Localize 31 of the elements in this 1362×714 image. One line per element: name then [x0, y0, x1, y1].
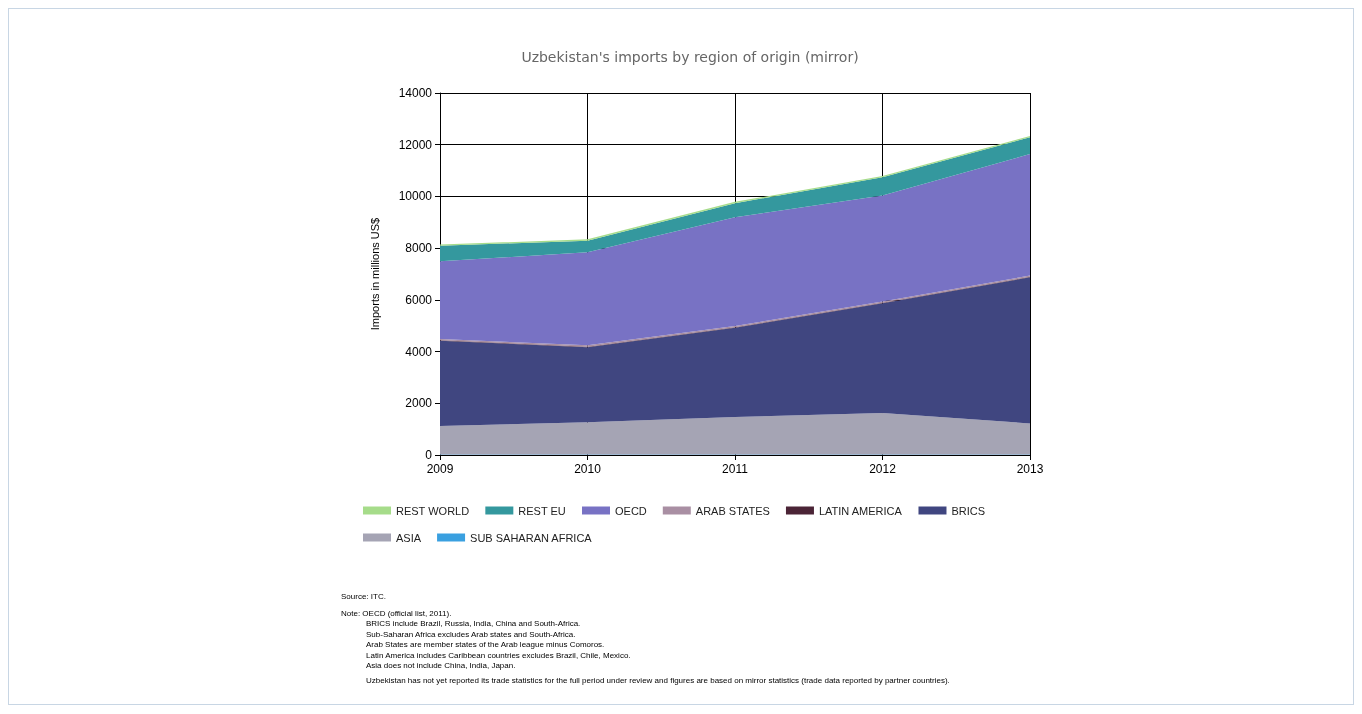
legend-label: ARAB STATES — [695, 504, 770, 517]
legend-label: ASIA — [396, 531, 422, 544]
x-tick-label: 2012 — [869, 462, 897, 476]
text: Arab States are member states of the Arab league minus Comoros. — [365, 640, 606, 651]
y-tick-label: 14000 — [398, 86, 433, 100]
y-axis-title: Imports in millions US$ — [368, 217, 381, 331]
legend-label: REST WORLD — [396, 504, 470, 517]
text: Asia does not include China, India, Japan. — [365, 661, 517, 672]
x-tick-label: 2009 — [426, 462, 454, 476]
x-tick-label: 2011 — [722, 462, 749, 476]
y-tick-label: 12000 — [398, 137, 433, 152]
source-note: Source: ITC. — [341, 592, 387, 603]
text: Uzbekistan has not yet reported its trade statistics for the full period under review and figures are based on mirror statistics (trade data reported by partner countries). — [365, 675, 951, 686]
y-tick-label: 4000 — [405, 344, 433, 359]
legend-label: REST EU — [518, 504, 566, 517]
chart-title: Uzbekistan's imports by region of origin (mirror) — [521, 49, 859, 65]
x-tick-label: 2010 — [574, 462, 602, 476]
text: Latin America includes Caribbean countries excludes Brazil, Chile, Mexico. — [365, 650, 632, 661]
y-tick-label: 10000 — [398, 189, 433, 204]
x-tick-label: 2013 — [1016, 462, 1044, 476]
legend-label: SUB SAHARAN AFRICA — [470, 531, 593, 544]
y-tick-label: 0 — [425, 448, 433, 462]
legend-label: OECD — [615, 504, 647, 517]
text: Sub-Saharan Africa excludes Arab states and South-Africa. — [365, 629, 577, 640]
legend-label: LATIN AMERICA — [818, 504, 903, 517]
text: BRICS include Brazil, Russia, India, China and South-Africa. — [365, 619, 582, 630]
text: Note: OECD (official list, 2011). — [341, 608, 453, 619]
y-tick-label: 6000 — [405, 292, 433, 307]
y-tick-label: 8000 — [405, 241, 433, 256]
y-tick-label: 2000 — [405, 396, 433, 411]
legend-label: BRICS — [951, 504, 986, 517]
